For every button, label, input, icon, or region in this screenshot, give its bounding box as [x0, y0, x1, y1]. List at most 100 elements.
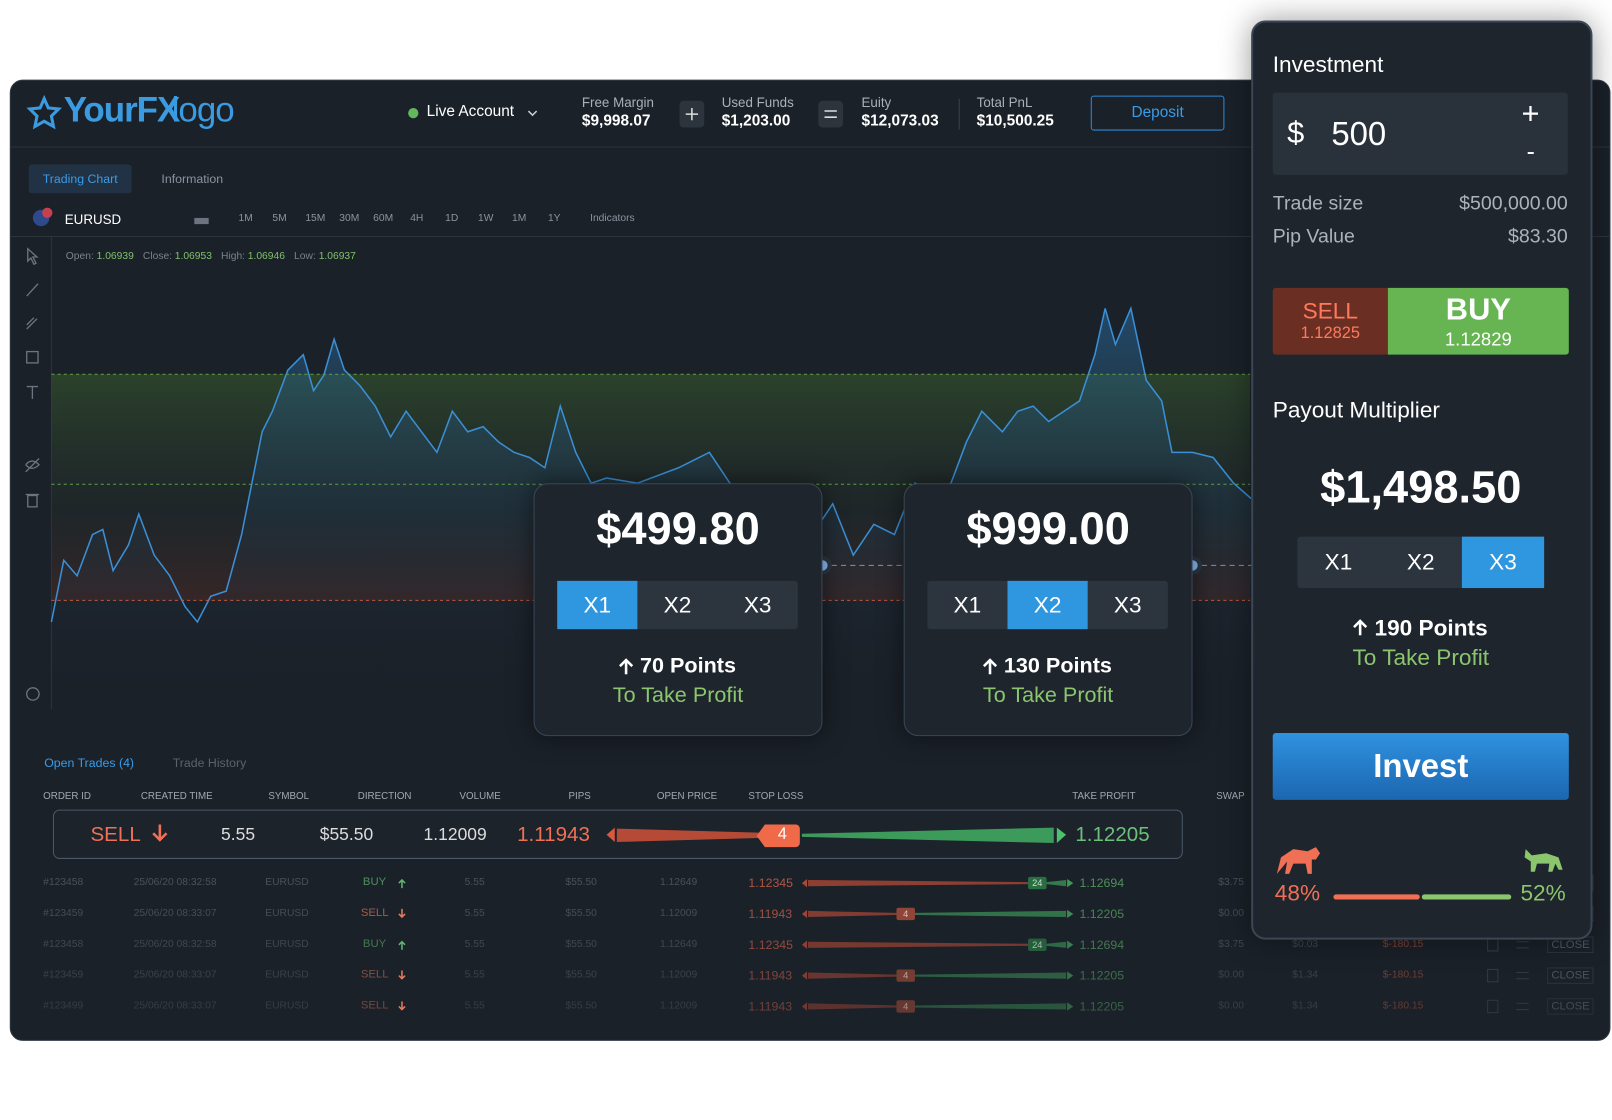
- multiplier-option[interactable]: X3: [743, 592, 772, 618]
- payout: $1,498.50: [1320, 462, 1522, 514]
- buy-price: 1.12829: [1444, 328, 1512, 350]
- row-take-profit: 1.12205: [1079, 968, 1125, 983]
- card-amount: $999.00: [966, 503, 1130, 555]
- operator: [685, 107, 699, 121]
- trades-tab[interactable]: Open Trades (4): [44, 755, 135, 771]
- row-swap: $3.75: [1218, 938, 1244, 950]
- multiplier-option[interactable]: X2: [1007, 580, 1088, 630]
- column-header: TAKE PROFIT: [1072, 790, 1136, 802]
- row-symbol: EURUSD: [265, 938, 309, 950]
- column-header: PIPS: [568, 790, 591, 802]
- multiplier-option[interactable]: X1: [1324, 548, 1353, 575]
- arrow-icon: [398, 878, 406, 889]
- arrow-icon: [398, 908, 406, 919]
- multiplier-option[interactable]: X1: [557, 580, 638, 630]
- brand-suffix: logo: [171, 90, 235, 130]
- timeframe[interactable]: 15M: [305, 212, 326, 225]
- buy-button[interactable]: [1387, 287, 1569, 355]
- row-amount: $55.50: [565, 1000, 597, 1012]
- column-header: VOLUME: [459, 790, 501, 802]
- close-button[interactable]: CLOSE: [1547, 998, 1594, 1015]
- pip-bar: [808, 941, 1029, 948]
- panel-title: Investment: [1272, 51, 1384, 78]
- timeframe[interactable]: 1M: [238, 212, 253, 225]
- pip-row: [801, 938, 1529, 952]
- bull-percent: 52%: [1520, 880, 1566, 906]
- pip-bar: [808, 910, 897, 918]
- buy-label: BUY: [1445, 292, 1511, 327]
- row-icon: [1516, 972, 1529, 980]
- pip-bar: [1067, 971, 1074, 980]
- order-id: #123459: [43, 969, 84, 981]
- row-commission: $1.34: [1292, 1000, 1319, 1012]
- tab[interactable]: Trading Chart: [28, 164, 132, 194]
- row-stop-loss: 1.12345: [748, 937, 794, 952]
- card-points: 70 Points: [639, 653, 736, 678]
- row-stop-loss: 1.11943: [748, 906, 793, 922]
- logo-icon: [26, 94, 62, 130]
- currency: $: [1287, 116, 1305, 151]
- payout-title: Payout Multiplier: [1272, 396, 1440, 423]
- stat-value: $10,500.25: [976, 112, 1054, 130]
- timeframe[interactable]: 1D: [445, 212, 459, 225]
- row-amount: $55.50: [565, 876, 597, 889]
- tab[interactable]: Information: [161, 171, 224, 187]
- chevron: [527, 110, 538, 117]
- hl-take-profit: 1.12205: [1075, 823, 1150, 847]
- stat-label: Total PnL: [976, 94, 1033, 111]
- deposit-button[interactable]: Deposit: [1090, 95, 1225, 131]
- row-take-profit: 1.12694: [1079, 937, 1125, 952]
- card-points: 130 Points: [1003, 653, 1112, 678]
- pip-badge: [896, 1000, 915, 1013]
- panel-caption: To Take Profit: [1352, 644, 1490, 671]
- order-id: #123458: [43, 876, 84, 889]
- row-swap: $0.00: [1218, 969, 1244, 981]
- sell-button[interactable]: [1272, 287, 1388, 355]
- timeframe[interactable]: 1Y: [547, 212, 561, 225]
- toolbar-icons: [25, 247, 41, 701]
- row-value: $500,000.00: [1459, 193, 1568, 215]
- row-symbol: EURUSD: [265, 907, 309, 920]
- arrow: [398, 970, 406, 980]
- row-stop-loss: 1.11943: [748, 999, 793, 1014]
- arrow: [1353, 619, 1368, 636]
- arrow: [398, 1001, 406, 1011]
- timeframe[interactable]: 4H: [410, 212, 424, 225]
- row-amount: $55.50: [565, 907, 597, 920]
- row-icon: [1487, 968, 1499, 983]
- row-volume: 5.55: [464, 907, 485, 920]
- row-take-profit: 1.12694: [1079, 875, 1125, 891]
- row-label: Pip Value: [1272, 226, 1355, 248]
- arrow-icon: [398, 970, 406, 980]
- timeframe[interactable]: 1M: [511, 212, 527, 225]
- pip-badge: [1028, 938, 1047, 951]
- timeframe[interactable]: 1W: [478, 212, 494, 225]
- ohlc-value: 1.06939: [96, 250, 134, 263]
- timeframe[interactable]: 30M: [339, 212, 360, 225]
- account[interactable]: Live Account: [426, 102, 515, 121]
- hl-direction: SELL: [90, 823, 141, 847]
- increment[interactable]: +: [1521, 96, 1540, 131]
- close-button[interactable]: CLOSE: [1547, 967, 1594, 984]
- indicators[interactable]: Indicators: [590, 212, 635, 225]
- invest-button[interactable]: Invest: [1272, 733, 1569, 800]
- timeframe[interactable]: 5M: [272, 212, 287, 225]
- multiplier-option[interactable]: X1: [953, 592, 982, 618]
- pip-bar: [1067, 909, 1074, 919]
- timeframe[interactable]: 60M: [373, 212, 394, 225]
- row-volume: 5.55: [464, 969, 485, 981]
- row-direction: SELL: [360, 906, 389, 920]
- amount[interactable]: 500: [1331, 115, 1387, 153]
- multiplier-option[interactable]: X2: [1406, 548, 1435, 575]
- row-icon: [1487, 999, 1499, 1014]
- multiplier-option[interactable]: X3: [1461, 536, 1545, 589]
- column-header: DIRECTION: [357, 790, 412, 802]
- row-open: 1.12009: [660, 907, 698, 920]
- trades-tab[interactable]: Trade History: [172, 755, 247, 771]
- pip-bar: [801, 971, 808, 980]
- multiplier-option[interactable]: X3: [1113, 592, 1142, 618]
- arrow-icon: [618, 658, 633, 675]
- multiplier-option[interactable]: X2: [663, 592, 692, 618]
- decrement[interactable]: -: [1526, 137, 1535, 166]
- row-volume: 5.55: [464, 1000, 485, 1012]
